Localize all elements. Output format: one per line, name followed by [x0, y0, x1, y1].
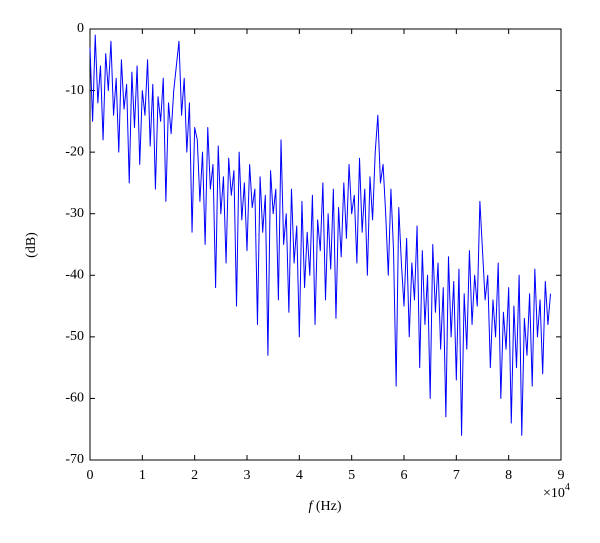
spectrum-line	[89, 34, 552, 436]
x-tick-label: 7	[453, 468, 460, 483]
x-scale-exponent: 4	[565, 482, 570, 493]
x-scale-label: ×104	[543, 482, 570, 501]
y-tick-label: -70	[65, 452, 84, 467]
x-axis-label: f (Hz)	[308, 499, 341, 514]
x-tick-label: 0	[87, 468, 94, 483]
plot-frame	[89, 28, 562, 461]
y-tick-label: 0	[77, 21, 84, 36]
y-tick-label: -60	[65, 391, 84, 406]
x-tick-label: 6	[401, 468, 408, 483]
y-axis-label: (dB)	[24, 232, 39, 258]
y-tick-label: -40	[65, 268, 84, 283]
x-tick-label: 3	[244, 468, 251, 483]
x-scale-base: ×10	[543, 486, 565, 501]
x-tick-label: 5	[348, 468, 355, 483]
x-tick-label: 4	[296, 468, 303, 483]
y-tick-label: -30	[65, 206, 84, 221]
y-tick-label: -50	[65, 329, 84, 344]
x-tick-label: 9	[558, 468, 565, 483]
x-tick-label: 2	[191, 468, 198, 483]
y-tick-label: -10	[65, 83, 84, 98]
x-tick-label: 8	[505, 468, 512, 483]
x-axis-unit: (Hz)	[316, 499, 342, 514]
x-tick-label: 1	[139, 468, 146, 483]
x-axis-symbol: f	[308, 499, 314, 514]
y-tick-label: -20	[65, 144, 84, 159]
